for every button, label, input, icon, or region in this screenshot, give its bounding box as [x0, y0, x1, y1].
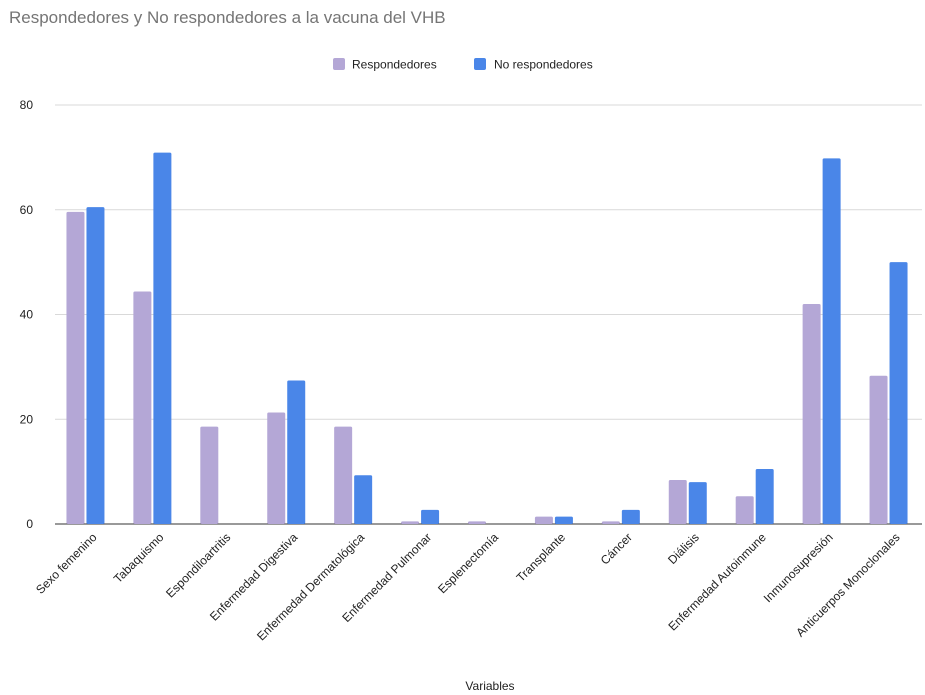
x-category-label: Esplenectomía [435, 530, 501, 596]
bar-respondedores [802, 304, 821, 524]
legend-swatch [474, 58, 486, 70]
bar-no-respondedores [621, 509, 640, 524]
x-category-label: Enfermedad Dermatológica [254, 530, 367, 643]
y-tick-label: 0 [26, 517, 33, 531]
legend: Respondedores No respondedores [333, 58, 593, 72]
bar-no-respondedores [287, 380, 306, 524]
bar-respondedores [534, 516, 553, 524]
bar-respondedores [66, 211, 85, 524]
bar-respondedores [601, 521, 620, 524]
y-tick-label: 60 [20, 203, 34, 217]
legend-swatch [333, 58, 345, 70]
x-category-label: Cáncer [598, 530, 635, 567]
bar-respondedores [133, 291, 152, 524]
bars [66, 152, 908, 525]
legend-label: Respondedores [352, 58, 437, 72]
x-axis-categories: Sexo femenino TabaquismoEspondiloartritis… [33, 530, 903, 643]
bar-no-respondedores [822, 158, 841, 525]
bar-respondedores [200, 426, 219, 524]
bar-respondedores [668, 480, 687, 524]
x-category-label: Inmunosupresión [761, 530, 836, 605]
bar-respondedores [401, 521, 420, 524]
bar-no-respondedores [889, 262, 908, 524]
bar-no-respondedores [554, 516, 573, 524]
bar-no-respondedores [755, 469, 774, 524]
chart-title: Respondedores y No respondedores a la va… [9, 8, 446, 27]
x-category-label: Diálisis [665, 530, 702, 567]
x-category-label: Espondiloartritis [163, 530, 233, 600]
bar-no-respondedores [354, 475, 373, 524]
bar-no-respondedores [153, 152, 172, 524]
x-axis-title: Variables [465, 679, 514, 693]
x-category-label: Transplante [514, 530, 569, 585]
y-tick-label: 40 [20, 308, 34, 322]
bar-no-respondedores [86, 207, 105, 524]
y-tick-label: 80 [20, 98, 34, 112]
y-tick-label: 20 [20, 412, 34, 426]
gridlines [55, 104, 922, 525]
bar-respondedores [334, 426, 353, 524]
x-category-label: Sexo femenino [33, 530, 100, 597]
x-category-label: Tabaquismo [111, 530, 167, 586]
bar-respondedores [869, 375, 888, 524]
bar-respondedores [735, 496, 754, 524]
legend-label: No respondedores [494, 58, 593, 72]
bar-respondedores [468, 521, 486, 524]
bar-no-respondedores [688, 482, 707, 524]
bar-no-respondedores [421, 509, 440, 524]
bar-respondedores [267, 412, 286, 524]
y-axis-ticks: 0 20 40 60 80 [20, 98, 34, 531]
